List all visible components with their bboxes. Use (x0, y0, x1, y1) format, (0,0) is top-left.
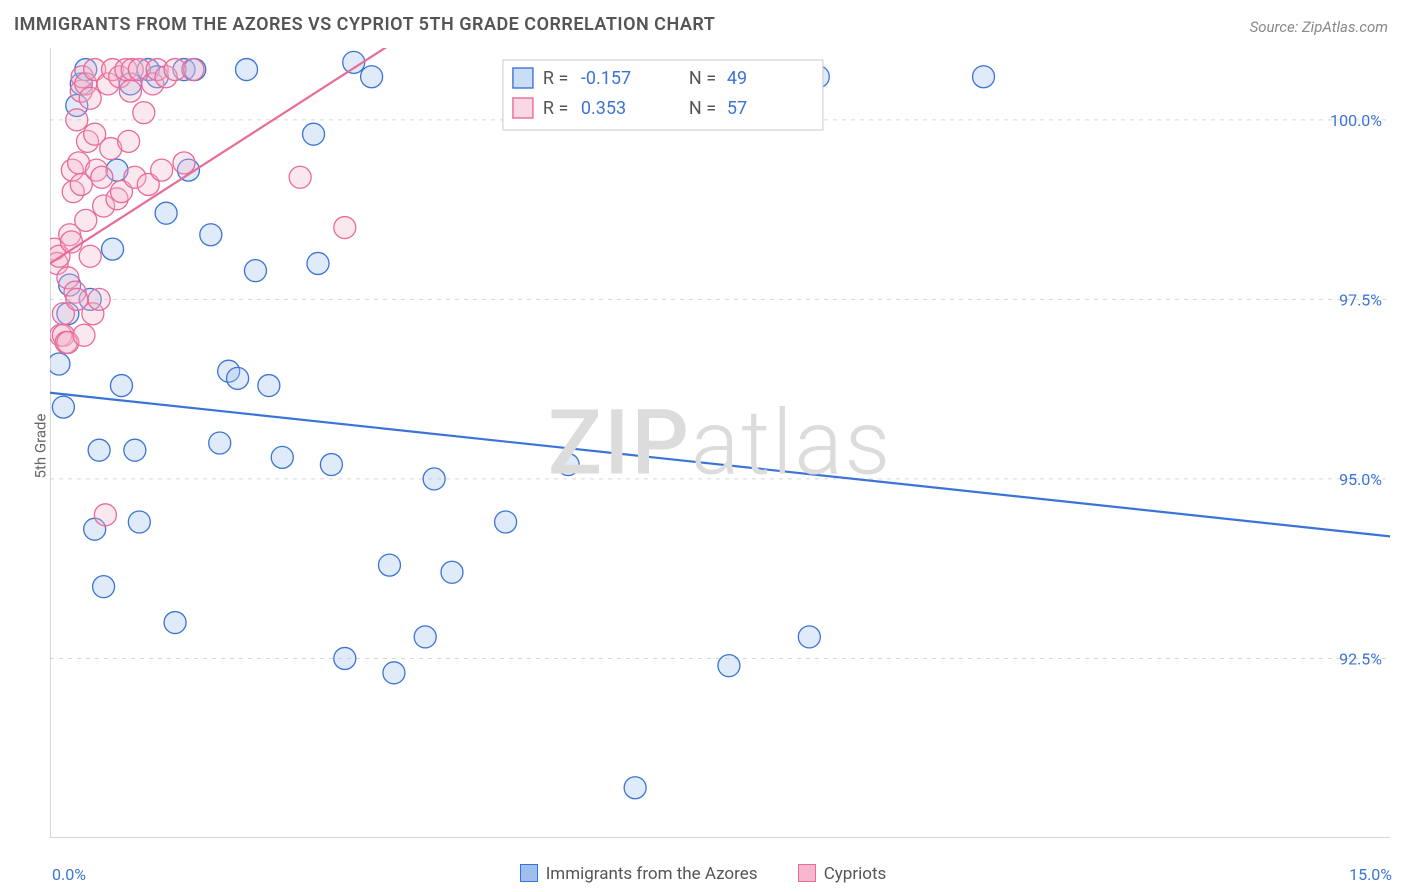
data-point-cypriots (79, 245, 101, 267)
y-axis-label: 5th Grade (31, 414, 49, 479)
legend-n-value: 49 (727, 68, 747, 89)
data-point-azores (383, 662, 405, 684)
source-prefix: Source: (1250, 18, 1302, 36)
data-point-azores (441, 561, 463, 583)
legend-n-label: N = (689, 98, 716, 119)
data-point-cypriots (289, 166, 311, 188)
legend-r-value: 0.353 (581, 98, 626, 119)
data-point-azores (93, 576, 115, 598)
legend-r-value: -0.157 (581, 68, 631, 89)
data-point-cypriots (73, 324, 95, 346)
data-point-cypriots (334, 217, 356, 239)
y-tick-label: 97.5% (1339, 290, 1382, 309)
data-point-azores (334, 647, 356, 669)
data-point-azores (624, 777, 646, 799)
data-point-cypriots (94, 504, 116, 526)
correlation-legend: R = -0.157 N = 49 R = 0.353 N = 57 (503, 60, 823, 130)
data-point-cypriots (75, 209, 97, 231)
data-point-azores (209, 432, 231, 454)
legend-label-cypriots: Cypriots (824, 864, 887, 884)
data-point-cypriots (151, 159, 173, 181)
legend-item-cypriots: Cypriots (798, 864, 887, 884)
data-point-azores (128, 511, 150, 533)
data-point-azores (155, 202, 177, 224)
data-point-azores (52, 396, 74, 418)
data-point-cypriots (88, 288, 110, 310)
data-point-azores (378, 554, 400, 576)
data-point-azores (164, 612, 186, 634)
data-point-azores (50, 353, 70, 375)
source-credit: Source: ZipAtlas.com (1250, 18, 1388, 36)
source-name: ZipAtlas.com (1302, 18, 1388, 36)
y-tick-label: 100.0% (1330, 111, 1382, 130)
data-point-cypriots (173, 152, 195, 174)
data-point-azores (718, 655, 740, 677)
data-point-azores (495, 511, 517, 533)
data-point-cypriots (133, 102, 155, 124)
bottom-legend: Immigrants from the Azores Cypriots (0, 864, 1406, 884)
chart-svg: 92.5% 95.0% 97.5% 100.0% R = -0.157 N = 49 R = 0… (50, 48, 1390, 838)
legend-swatch (513, 68, 533, 88)
data-point-azores (271, 446, 293, 468)
data-point-azores (88, 439, 110, 461)
data-point-cypriots (79, 87, 101, 109)
legend-swatch-cypriots (798, 864, 816, 882)
legend-label-azores: Immigrants from the Azores (546, 864, 758, 884)
data-point-azores (557, 454, 579, 476)
legend-swatch-azores (520, 864, 538, 882)
legend-n-label: N = (689, 68, 716, 89)
y-tick-label: 92.5% (1339, 649, 1382, 668)
data-point-azores (110, 375, 132, 397)
page-root: IMMIGRANTS FROM THE AZORES VS CYPRIOT 5T… (0, 0, 1406, 892)
data-point-azores (798, 626, 820, 648)
data-point-azores (258, 375, 280, 397)
data-point-cypriots (182, 59, 204, 81)
data-point-azores (303, 123, 325, 145)
data-point-cypriots (66, 109, 88, 131)
legend-item-azores: Immigrants from the Azores (520, 864, 762, 884)
legend-r-label: R = (543, 68, 568, 89)
data-point-azores (361, 66, 383, 88)
trend-line-azores (50, 393, 1390, 537)
data-point-azores (102, 238, 124, 260)
chart-title: IMMIGRANTS FROM THE AZORES VS CYPRIOT 5T… (14, 14, 715, 35)
data-point-azores (124, 439, 146, 461)
data-point-azores (423, 468, 445, 490)
y-tick-label: 95.0% (1339, 470, 1382, 489)
data-point-azores (200, 224, 222, 246)
legend-n-value: 57 (727, 98, 747, 119)
chart-area: 92.5% 95.0% 97.5% 100.0% R = -0.157 N = 49 R = 0… (50, 48, 1390, 838)
data-point-cypriots (118, 130, 140, 152)
data-point-azores (227, 367, 249, 389)
data-point-cypriots (119, 80, 141, 102)
data-point-azores (307, 252, 329, 274)
legend-r-label: R = (543, 98, 568, 119)
legend-swatch (513, 98, 533, 118)
data-point-azores (236, 59, 258, 81)
data-point-azores (320, 454, 342, 476)
data-point-azores (414, 626, 436, 648)
data-point-cypriots (91, 166, 113, 188)
data-point-azores (973, 66, 995, 88)
data-point-azores (244, 260, 266, 282)
